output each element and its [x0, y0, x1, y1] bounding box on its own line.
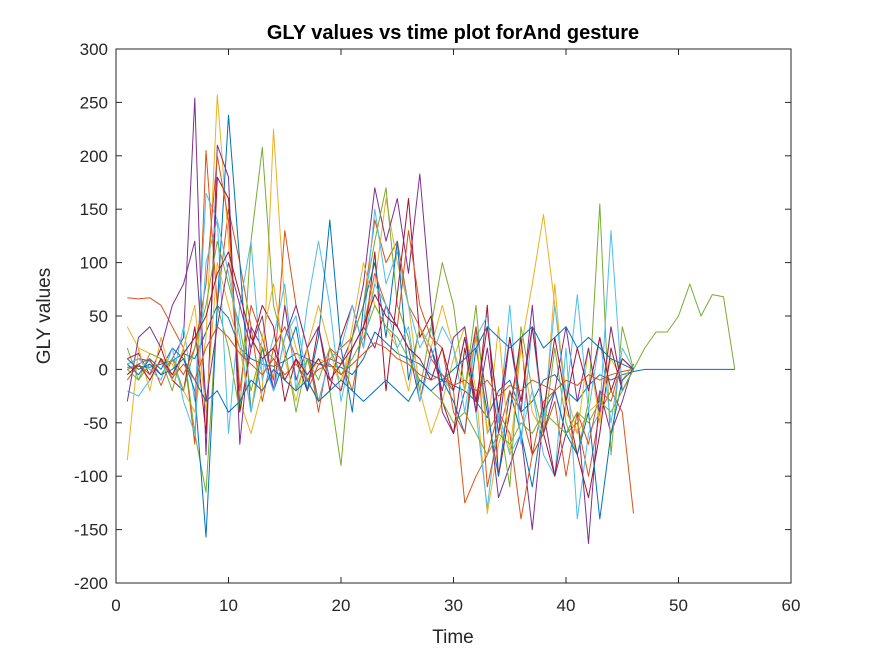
y-tick-label: 100 [80, 254, 108, 273]
series-line-13 [127, 219, 634, 445]
x-ticks: 0 10 20 30 40 50 60 [111, 49, 800, 615]
y-tick-label: -150 [74, 521, 108, 540]
chart-title: GLY values vs time plot forAnd gesture [267, 22, 639, 44]
series-line-8 [126, 114, 634, 538]
series-line-15 [126, 326, 634, 413]
y-tick-label: 50 [89, 307, 108, 326]
series-layer [126, 94, 736, 544]
y-tick-label: -200 [74, 574, 108, 593]
y-tick-label: 300 [80, 40, 108, 59]
series-line-11 [126, 240, 634, 434]
x-tick-label: 10 [219, 596, 238, 615]
y-tick-label: -100 [74, 467, 108, 486]
y-tick-label: -50 [83, 414, 108, 433]
y-tick-label: 200 [80, 147, 108, 166]
x-tick-label: 50 [669, 596, 688, 615]
series-line-6 [127, 192, 634, 520]
y-tick-label: 0 [99, 360, 108, 379]
y-ticks: -200 -150 -100 -50 0 50 100 150 200 250 300 [74, 40, 791, 593]
y-tick-label: 250 [80, 93, 108, 112]
series-line-1 [127, 304, 735, 418]
y-tick-label: 150 [80, 200, 108, 219]
x-tick-label: 40 [557, 596, 576, 615]
series-line-16 [127, 326, 634, 397]
x-tick-label: 20 [332, 596, 351, 615]
series-line-7 [127, 176, 634, 499]
x-tick-label: 30 [444, 596, 463, 615]
series-line-14 [126, 251, 634, 413]
x-axis-label: Time [432, 627, 474, 648]
x-tick-label: 0 [111, 596, 120, 615]
series-line-12 [126, 240, 634, 456]
y-axis-label: GLY values [34, 268, 55, 364]
x-tick-label: 60 [782, 596, 801, 615]
